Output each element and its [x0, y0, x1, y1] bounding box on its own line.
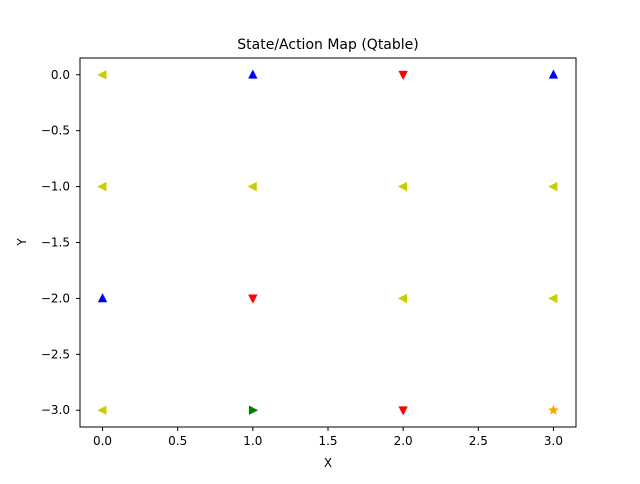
data-point-down [398, 406, 408, 416]
data-point-down [248, 294, 258, 304]
data-point-up [97, 293, 108, 303]
axis-ticks: 0.0 0.5 1.0 1.5 2.0 2.5 3.0 0.0 −0.5 −1.0 −1.5 −2.0… [41, 68, 563, 448]
data-point-down [398, 70, 408, 81]
data-point-left [548, 293, 558, 304]
y-tick-label: −2.5 [41, 347, 70, 361]
y-tick-label: −0.5 [41, 124, 70, 138]
x-tick-label: 1.5 [318, 434, 337, 448]
x-tick-label: 3.0 [544, 434, 563, 448]
x-tick-label: 0.0 [93, 434, 112, 448]
data-point-left [97, 405, 107, 415]
data-point-left [97, 181, 107, 192]
x-tick-label: 1.0 [243, 434, 262, 448]
x-tick-label: 0.5 [168, 434, 187, 448]
data-point-up [248, 69, 258, 79]
data-point-up [548, 69, 559, 79]
y-tick-label: −3.0 [41, 403, 70, 417]
y-axis-label: Y [15, 238, 29, 247]
y-tick-label: −1.0 [41, 180, 70, 194]
y-tick-label: −1.5 [41, 236, 70, 250]
data-point-left [397, 293, 408, 304]
y-tick-label: 0.0 [51, 68, 70, 82]
x-axis-label: X [324, 456, 332, 470]
data-point-left [397, 181, 408, 192]
x-tick-label: 2.0 [394, 434, 413, 448]
data-point-star [548, 404, 559, 415]
y-tick-label: −2.0 [41, 291, 70, 305]
data-point-left [548, 181, 558, 192]
plot-area-border [79, 57, 577, 428]
data-point-left [247, 181, 257, 192]
data-point-left [97, 70, 107, 80]
x-tick-label: 2.5 [469, 434, 488, 448]
data-point-right [248, 405, 259, 415]
data-points [97, 69, 559, 416]
chart-title: State/Action Map (Qtable) [237, 37, 418, 53]
